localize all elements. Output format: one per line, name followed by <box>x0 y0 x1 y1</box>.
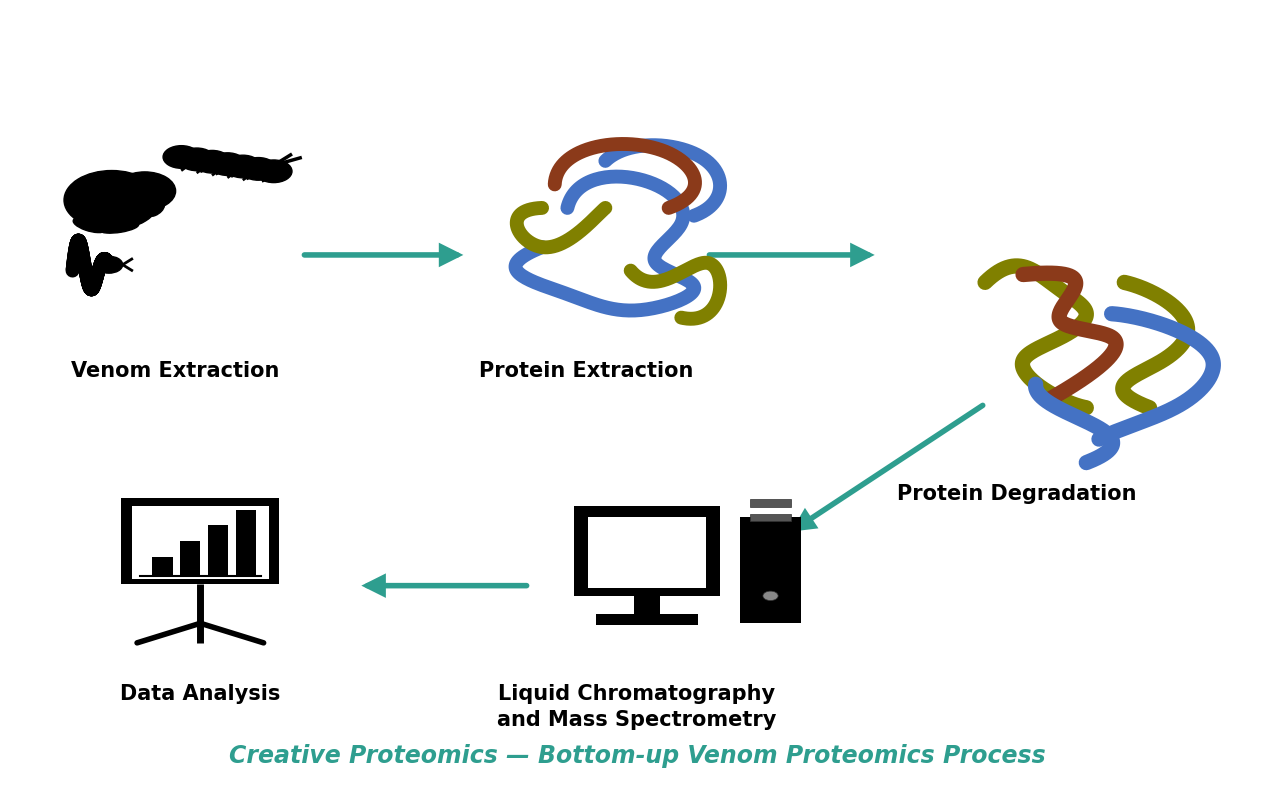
Bar <box>750 500 791 508</box>
Text: Protein Extraction: Protein Extraction <box>479 360 693 381</box>
Bar <box>740 517 801 623</box>
Bar <box>634 592 660 619</box>
Circle shape <box>209 153 246 176</box>
Bar <box>589 517 706 588</box>
Circle shape <box>113 172 176 210</box>
Text: Protein Degradation: Protein Degradation <box>897 484 1136 504</box>
Circle shape <box>763 591 778 600</box>
Ellipse shape <box>148 202 164 216</box>
Bar <box>596 614 698 625</box>
Bar <box>153 557 172 577</box>
Bar <box>180 541 200 577</box>
Circle shape <box>194 150 231 173</box>
Circle shape <box>163 146 200 168</box>
Ellipse shape <box>99 222 139 233</box>
Text: Liquid Chromatography
and Mass Spectrometry: Liquid Chromatography and Mass Spectrome… <box>497 683 777 730</box>
Circle shape <box>255 160 292 183</box>
Bar <box>208 525 228 577</box>
Circle shape <box>178 148 215 171</box>
Bar <box>236 509 256 577</box>
Circle shape <box>96 257 122 273</box>
Bar <box>750 513 791 521</box>
Circle shape <box>224 155 261 178</box>
Circle shape <box>149 176 166 186</box>
Bar <box>575 506 720 596</box>
Bar <box>132 506 269 579</box>
Circle shape <box>64 170 159 230</box>
Ellipse shape <box>73 218 106 233</box>
Text: Venom Extraction: Venom Extraction <box>71 360 279 381</box>
Circle shape <box>240 158 276 181</box>
Text: Data Analysis: Data Analysis <box>120 683 280 703</box>
Text: Creative Proteomics — Bottom-up Venom Proteomics Process: Creative Proteomics — Bottom-up Venom Pr… <box>228 744 1046 768</box>
Bar <box>121 498 279 584</box>
